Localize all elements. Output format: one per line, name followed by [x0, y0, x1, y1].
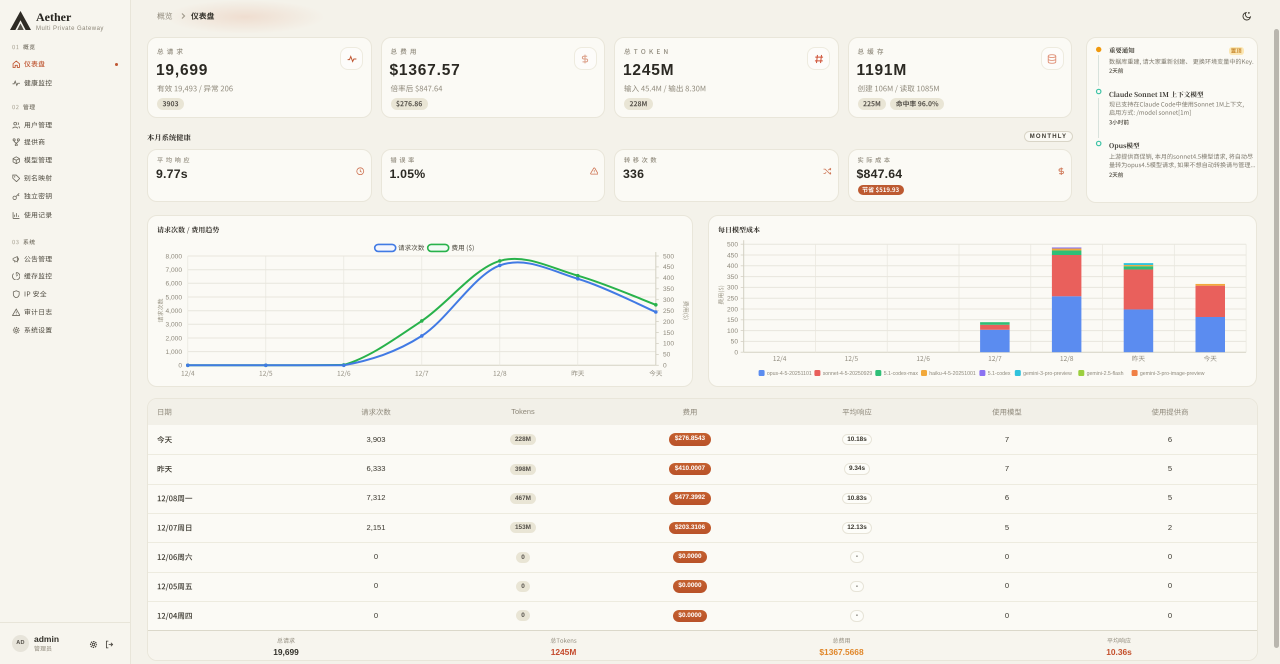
svg-text:100: 100: [727, 328, 738, 335]
svg-text:0: 0: [663, 363, 667, 370]
svg-text:350: 350: [727, 274, 738, 281]
svg-text:150: 150: [663, 330, 674, 337]
svg-text:haiku-4-5-20251001: haiku-4-5-20251001: [929, 371, 976, 377]
svg-text:250: 250: [727, 296, 738, 303]
svg-text:50: 50: [663, 352, 671, 359]
svg-text:gemini-2.5-flash: gemini-2.5-flash: [1087, 371, 1124, 377]
svg-text:gemini-3-pro-image-preview: gemini-3-pro-image-preview: [1140, 371, 1205, 377]
svg-text:1,000: 1,000: [165, 349, 182, 356]
svg-text:300: 300: [663, 297, 674, 304]
svg-text:300: 300: [727, 285, 738, 292]
svg-text:250: 250: [663, 308, 674, 315]
svg-text:450: 450: [663, 264, 674, 271]
svg-text:350: 350: [663, 286, 674, 293]
svg-text:8,000: 8,000: [165, 253, 182, 260]
svg-text:5.1-codex-max: 5.1-codex-max: [884, 371, 919, 377]
svg-text:50: 50: [731, 339, 739, 346]
svg-text:150: 150: [727, 317, 738, 324]
svg-text:100: 100: [663, 341, 674, 348]
svg-text:5.1-codex: 5.1-codex: [988, 371, 1011, 377]
svg-text:500: 500: [727, 242, 738, 249]
svg-text:6,000: 6,000: [165, 281, 182, 288]
svg-text:200: 200: [663, 319, 674, 326]
svg-text:0: 0: [178, 363, 182, 370]
svg-text:500: 500: [663, 253, 674, 260]
svg-text:opus-4-5-20251101: opus-4-5-20251101: [767, 371, 812, 377]
svg-text:3,000: 3,000: [165, 322, 182, 329]
svg-text:450: 450: [727, 252, 738, 259]
svg-text:4,000: 4,000: [165, 308, 182, 315]
svg-text:sonnet-4-5-20250929: sonnet-4-5-20250929: [823, 371, 873, 377]
svg-text:7,000: 7,000: [165, 267, 182, 274]
svg-text:400: 400: [727, 263, 738, 270]
svg-text:400: 400: [663, 275, 674, 282]
svg-text:2,000: 2,000: [165, 335, 182, 342]
svg-text:5,000: 5,000: [165, 294, 182, 301]
svg-text:200: 200: [727, 306, 738, 313]
svg-text:0: 0: [734, 350, 738, 357]
svg-text:gemini-3-pro-preview: gemini-3-pro-preview: [1023, 371, 1072, 377]
